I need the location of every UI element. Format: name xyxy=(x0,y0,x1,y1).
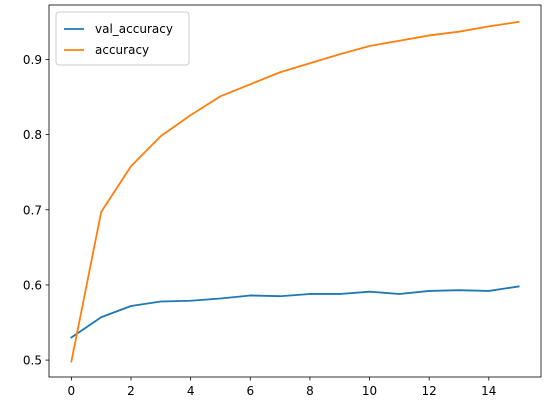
x-tick-label: 6 xyxy=(246,384,254,398)
data-point-accuracy-12 xyxy=(427,33,431,37)
data-point-accuracy-14 xyxy=(487,24,491,28)
data-point-accuracy-8 xyxy=(308,61,312,65)
data-point-accuracy-10 xyxy=(368,44,372,48)
data-point-val-accuracy-3 xyxy=(159,299,163,303)
data-point-val-accuracy-1 xyxy=(99,315,103,319)
data-point-accuracy-6 xyxy=(248,82,252,86)
data-point-val-accuracy-9 xyxy=(338,292,342,296)
data-point-val-accuracy-0 xyxy=(69,336,73,340)
plot-frame xyxy=(48,4,542,378)
x-tick-label: 12 xyxy=(422,384,437,398)
series-line-val-accuracy xyxy=(70,285,520,339)
data-point-accuracy-1 xyxy=(99,210,103,214)
data-point-accuracy-13 xyxy=(457,30,461,34)
y-tick-label: 0.8 xyxy=(23,128,42,142)
data-point-accuracy-9 xyxy=(338,52,342,56)
data-point-val-accuracy-13 xyxy=(457,288,461,292)
legend-label-val-accuracy: val_accuracy xyxy=(95,22,173,36)
data-point-val-accuracy-7 xyxy=(278,294,282,298)
x-tick-label: 4 xyxy=(187,384,195,398)
data-point-val-accuracy-6 xyxy=(248,293,252,297)
series-layer xyxy=(69,20,521,364)
data-point-accuracy-7 xyxy=(278,70,282,74)
y-axis-ticks: 0.5 0.6 0.7 0.8 0.9 xyxy=(23,53,49,368)
x-tick-label: 8 xyxy=(306,384,314,398)
x-tick-label: 10 xyxy=(362,384,377,398)
data-point-accuracy-15 xyxy=(517,20,521,24)
data-point-accuracy-11 xyxy=(397,39,401,43)
data-point-val-accuracy-2 xyxy=(129,304,133,308)
legend-box xyxy=(55,11,190,66)
data-point-val-accuracy-8 xyxy=(308,292,312,296)
data-point-val-accuracy-12 xyxy=(427,289,431,293)
data-point-val-accuracy-11 xyxy=(397,292,401,296)
data-point-accuracy-3 xyxy=(159,134,163,138)
y-tick-label: 0.5 xyxy=(23,354,42,368)
data-point-val-accuracy-14 xyxy=(487,289,491,293)
legend: val_accuracy accuracy xyxy=(55,11,190,66)
x-tick-label: 0 xyxy=(68,384,76,398)
series-line-accuracy xyxy=(70,20,520,363)
y-tick-label: 0.7 xyxy=(23,203,42,217)
y-tick-label: 0.6 xyxy=(23,278,42,292)
data-point-accuracy-0 xyxy=(69,360,73,364)
y-tick-label: 0.9 xyxy=(23,53,42,67)
data-point-accuracy-4 xyxy=(189,113,193,117)
data-point-val-accuracy-4 xyxy=(189,299,193,303)
x-tick-label: 14 xyxy=(481,384,496,398)
data-point-val-accuracy-10 xyxy=(368,290,372,294)
data-point-accuracy-5 xyxy=(218,94,222,98)
x-axis-ticks: 0 2 4 6 8 10 12 14 xyxy=(68,377,496,398)
data-point-val-accuracy-15 xyxy=(517,284,521,288)
data-point-accuracy-2 xyxy=(129,164,133,168)
legend-label-accuracy: accuracy xyxy=(95,43,149,57)
x-tick-label: 2 xyxy=(127,384,135,398)
data-point-val-accuracy-5 xyxy=(218,296,222,300)
